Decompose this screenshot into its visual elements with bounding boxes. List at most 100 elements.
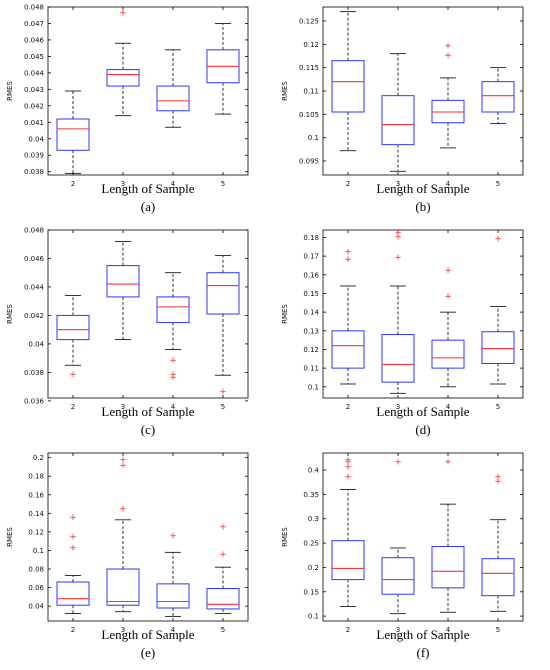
box-group-2: ++ <box>331 247 365 385</box>
x-tick-label: 3 <box>121 403 125 411</box>
box-iqr <box>331 60 365 113</box>
y-tick-label: 0.038 <box>24 369 44 377</box>
y-tick-label: 0.08 <box>28 566 44 574</box>
x-tick-label: 4 <box>446 626 451 634</box>
y-tick-label: 0.115 <box>299 64 319 72</box>
outlier-point: + <box>494 472 502 482</box>
x-tick-label: 2 <box>346 626 350 634</box>
plot-area-frame <box>47 6 249 176</box>
chart-panel-b: 0.095 0.1 0.105 0.11 0.115 0.12 0.125 2 3 4 5 RMES L… <box>275 0 550 223</box>
y-tick-label: 0.095 <box>299 158 319 166</box>
y-tick-label: 0.15 <box>303 588 319 596</box>
x-axis-label: Length of Sample <box>376 404 469 419</box>
box-group-5: ++ <box>206 522 240 614</box>
y-tick-label: 0.12 <box>303 346 319 354</box>
x-axis-label: Length of Sample <box>101 627 194 642</box>
outlier-point: + <box>119 455 127 465</box>
y-tick-label: 0.039 <box>24 152 44 160</box>
y-tick-label: 0.038 <box>24 168 44 176</box>
plot-area-frame <box>322 6 524 176</box>
y-tick-label: 0.041 <box>24 119 44 127</box>
y-axis-label: RMES <box>281 81 289 101</box>
y-tick-label: 0.046 <box>24 36 45 44</box>
y-tick-label: 0.14 <box>28 510 44 518</box>
outlier-point: + <box>69 513 77 523</box>
outlier-point: + <box>219 550 227 560</box>
box-group-2: + <box>56 295 90 380</box>
box-iqr <box>431 339 465 369</box>
box-group-4 <box>156 49 190 128</box>
outlier-point: + <box>344 247 352 257</box>
y-tick-label: 0.042 <box>24 102 44 110</box>
box-group-2 <box>56 90 90 174</box>
box-group-4: + <box>156 532 190 617</box>
box-group-5 <box>206 23 240 115</box>
box-iqr <box>56 118 90 151</box>
box-group-5: + <box>481 234 515 385</box>
outlier-point: + <box>219 387 227 397</box>
x-tick-label: 5 <box>496 180 500 188</box>
box-group-2: ++++ <box>331 455 365 607</box>
x-tick-label: 3 <box>396 180 400 188</box>
outlier-point: + <box>169 356 177 366</box>
y-tick-label: 0.18 <box>303 234 319 242</box>
outlier-point: + <box>119 461 127 471</box>
box-group-3: + <box>106 9 140 117</box>
boxplot-chart-d: 0.1 0.11 0.12 0.13 0.14 0.15 0.16 0.17 0.18 2 3 4 5 R… <box>281 229 524 437</box>
box-iqr <box>331 330 365 369</box>
y-tick-label: 0.04 <box>28 603 44 611</box>
y-tick-label: 0.2 <box>33 454 44 462</box>
box-group-4: +++ <box>156 272 190 383</box>
x-tick-label: 2 <box>71 403 75 411</box>
x-axis-label: Length of Sample <box>376 181 469 196</box>
box-iqr <box>156 85 190 112</box>
box-iqr <box>431 545 465 589</box>
y-tick-label: 0.042 <box>24 312 44 320</box>
x-tick-label: 5 <box>221 180 225 188</box>
y-tick-label: 0.35 <box>303 491 319 499</box>
y-tick-label: 0.044 <box>24 69 45 77</box>
box-group-3: +++ <box>381 229 415 394</box>
x-tick-label: 4 <box>171 180 176 188</box>
outlier-point: + <box>494 234 502 244</box>
box-iqr <box>106 568 140 606</box>
outlier-point: + <box>394 229 402 239</box>
y-tick-label: 0.2 <box>308 564 319 572</box>
y-axis-label: RMES <box>6 304 14 324</box>
box-iqr <box>56 314 90 341</box>
outlier-point: + <box>344 463 352 473</box>
y-tick-label: 0.16 <box>28 491 44 499</box>
chart-panel-a: 0.038 0.039 0.04 0.041 0.042 0.043 0.044 0.045 0… <box>0 0 275 223</box>
y-tick-label: 0.04 <box>28 340 44 348</box>
outlier-point: + <box>344 255 352 265</box>
boxplot-chart-b: 0.095 0.1 0.105 0.11 0.115 0.12 0.125 2 3 4 5 RMES L… <box>281 6 524 214</box>
box-group-3 <box>106 240 140 341</box>
boxplot-chart-a: 0.038 0.039 0.04 0.041 0.042 0.043 0.044 0.045 0… <box>6 4 249 214</box>
box-iqr <box>481 81 515 113</box>
panel-label: (b) <box>415 199 430 214</box>
y-tick-label: 0.125 <box>299 18 319 26</box>
box-iqr <box>156 296 190 324</box>
x-tick-label: 3 <box>396 403 400 411</box>
x-tick-label: 2 <box>346 403 350 411</box>
box-group-4: ++ <box>431 42 465 149</box>
panel-label: (c) <box>141 422 155 437</box>
box-group-4: + <box>431 458 465 613</box>
x-tick-label: 3 <box>121 180 125 188</box>
plot-area-frame <box>47 452 249 622</box>
box-group-5: + <box>206 255 240 397</box>
y-tick-label: 0.11 <box>303 365 319 373</box>
y-tick-label: 0.048 <box>24 4 44 12</box>
y-tick-label: 0.17 <box>303 253 319 261</box>
chart-panel-e: 0.04 0.06 0.08 0.1 0.12 0.14 0.16 0.18 0.2 2 3 4 5 RM… <box>0 446 275 669</box>
x-tick-label: 2 <box>346 180 350 188</box>
box-iqr <box>206 588 240 610</box>
box-iqr <box>481 331 515 364</box>
boxplot-chart-c: 0.036 0.038 0.04 0.042 0.044 0.046 0.048 2 3 4 5 RM… <box>6 227 249 437</box>
y-tick-label: 0.04 <box>28 135 44 143</box>
x-tick-label: 4 <box>446 403 451 411</box>
box-group-2 <box>331 11 365 152</box>
x-axis-label: Length of Sample <box>101 404 194 419</box>
chart-panel-f: 0.1 0.15 0.2 0.25 0.3 0.35 0.4 2 3 4 5 RMES Length o… <box>275 446 550 669</box>
outlier-point: + <box>344 472 352 482</box>
